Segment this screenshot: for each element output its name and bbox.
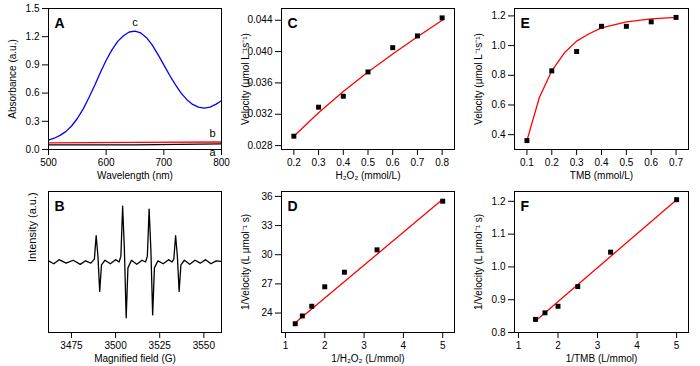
svg-text:1.0: 1.0 (492, 261, 506, 272)
svg-text:0.9: 0.9 (26, 59, 40, 70)
svg-text:500: 500 (40, 157, 57, 168)
svg-text:0.028: 0.028 (247, 140, 272, 151)
svg-text:0.032: 0.032 (247, 108, 272, 119)
svg-text:0.4: 0.4 (492, 129, 506, 140)
svg-text:30: 30 (261, 249, 273, 260)
svg-text:0.6: 0.6 (386, 157, 400, 168)
svg-text:0.2: 0.2 (287, 157, 301, 168)
svg-text:5: 5 (674, 340, 680, 351)
svg-text:0.036: 0.036 (247, 77, 272, 88)
svg-text:c: c (132, 16, 138, 28)
svg-text:0.9: 0.9 (492, 294, 506, 305)
svg-text:5: 5 (440, 340, 446, 351)
svg-text:1/TMB (L/mmol): 1/TMB (L/mmol) (566, 353, 638, 364)
svg-text:1/H₂O₂ (L/mmol): 1/H₂O₂ (L/mmol) (331, 353, 404, 364)
svg-text:0.6: 0.6 (492, 99, 506, 110)
svg-text:2: 2 (322, 340, 328, 351)
svg-text:1/Velocity (L μmol⁻¹ s): 1/Velocity (L μmol⁻¹ s) (473, 214, 484, 310)
svg-text:0.6: 0.6 (644, 157, 658, 168)
svg-text:Velocity (μmol L⁻¹s⁻¹): Velocity (μmol L⁻¹s⁻¹) (240, 33, 251, 125)
svg-text:0.0: 0.0 (26, 144, 40, 155)
svg-text:700: 700 (155, 157, 172, 168)
svg-text:0.044: 0.044 (247, 14, 272, 25)
svg-text:1/Velocity (L μmol⁻¹ s): 1/Velocity (L μmol⁻¹ s) (240, 214, 251, 310)
svg-text:0.8: 0.8 (435, 157, 449, 168)
svg-text:27: 27 (261, 278, 273, 289)
svg-text:1: 1 (283, 340, 289, 351)
svg-text:3500: 3500 (104, 340, 127, 351)
svg-text:3: 3 (595, 340, 601, 351)
svg-text:a: a (209, 146, 216, 158)
svg-text:H₂O₂ (mmol/L): H₂O₂ (mmol/L) (336, 170, 401, 181)
svg-text:0.1: 0.1 (520, 157, 534, 168)
svg-text:0.4: 0.4 (595, 157, 609, 168)
svg-text:3550: 3550 (193, 340, 216, 351)
svg-text:0.8: 0.8 (492, 69, 506, 80)
svg-text:F: F (521, 198, 530, 214)
svg-text:33: 33 (261, 220, 273, 231)
svg-text:3525: 3525 (149, 340, 172, 351)
svg-text:0.7: 0.7 (410, 157, 424, 168)
svg-text:B: B (55, 198, 65, 214)
svg-text:0.6: 0.6 (26, 87, 40, 98)
svg-text:36: 36 (261, 191, 273, 202)
svg-text:Intensity (a.u.): Intensity (a.u.) (26, 192, 38, 262)
svg-text:C: C (288, 15, 298, 31)
svg-text:0.5: 0.5 (619, 157, 633, 168)
svg-text:Wavelength (nm): Wavelength (nm) (97, 170, 173, 181)
svg-text:D: D (288, 198, 298, 214)
svg-text:Absorbance (a.u.): Absorbance (a.u.) (7, 39, 18, 119)
svg-text:Magnified field (G): Magnified field (G) (94, 353, 176, 364)
svg-text:1.5: 1.5 (26, 3, 40, 14)
svg-text:800: 800 (213, 157, 230, 168)
svg-text:3475: 3475 (60, 340, 83, 351)
svg-text:0.4: 0.4 (336, 157, 350, 168)
svg-text:1.1: 1.1 (492, 228, 506, 239)
svg-text:b: b (209, 127, 215, 139)
svg-text:4: 4 (634, 340, 640, 351)
svg-text:1.0: 1.0 (492, 40, 506, 51)
svg-text:1.2: 1.2 (26, 31, 40, 42)
svg-text:24: 24 (261, 307, 273, 318)
svg-text:2: 2 (555, 340, 561, 351)
svg-text:1.2: 1.2 (492, 10, 506, 21)
svg-text:TMB (mmol/L): TMB (mmol/L) (570, 170, 633, 181)
svg-text:600: 600 (98, 157, 115, 168)
svg-text:0.7: 0.7 (669, 157, 683, 168)
svg-text:0.3: 0.3 (312, 157, 326, 168)
svg-text:0.5: 0.5 (361, 157, 375, 168)
svg-text:A: A (55, 15, 65, 31)
svg-text:0.3: 0.3 (26, 116, 40, 127)
svg-text:0.040: 0.040 (247, 46, 272, 57)
svg-text:0.2: 0.2 (545, 157, 559, 168)
svg-text:4: 4 (401, 340, 407, 351)
svg-text:1.2: 1.2 (492, 196, 506, 207)
svg-text:E: E (521, 15, 530, 31)
svg-text:3: 3 (361, 340, 367, 351)
svg-text:Velocity (μmol L⁻¹s⁻¹): Velocity (μmol L⁻¹s⁻¹) (473, 33, 484, 125)
svg-text:1: 1 (516, 340, 522, 351)
svg-text:0.3: 0.3 (570, 157, 584, 168)
svg-text:0.8: 0.8 (492, 327, 506, 338)
